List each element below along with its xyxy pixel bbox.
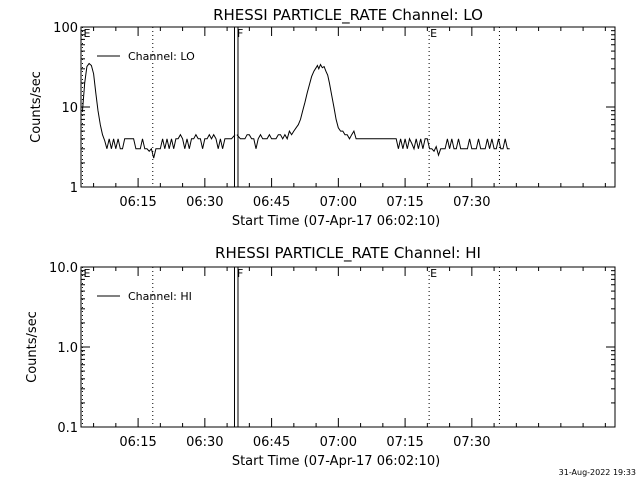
legend-label: Channel: LO [128, 50, 195, 63]
flag-label: F [237, 267, 243, 280]
chart-title: RHESSI PARTICLE_RATE Channel: HI [215, 244, 481, 263]
y-tick-label: 0.1 [57, 421, 78, 436]
flag-label: E [83, 267, 90, 280]
x-tick-label: 06:15 [119, 195, 156, 210]
x-tick-label: 06:15 [119, 435, 156, 450]
series-line [82, 62, 236, 159]
y-tick-label: 10.0 [49, 261, 78, 276]
x-tick-label: 07:00 [320, 195, 357, 210]
x-tick-label: 06:30 [186, 435, 223, 450]
x-tick-label: 06:45 [253, 195, 290, 210]
x-tick-label: 07:30 [453, 195, 490, 210]
x-tick-label: 07:30 [453, 435, 490, 450]
chart-lo-channel: RHESSI PARTICLE_RATE Channel: LO 1 10 100 06… [29, 6, 616, 229]
series-line [236, 63, 510, 157]
x-tick-label: 06:30 [186, 195, 223, 210]
y-axis-label: Counts/sec [29, 71, 44, 143]
x-tick-label: 07:00 [320, 435, 357, 450]
x-axis-label: Start Time (07-Apr-17 06:02:10) [232, 214, 440, 229]
flag-label: E [83, 27, 90, 40]
chart-title: RHESSI PARTICLE_RATE Channel: LO [213, 6, 483, 25]
chart-hi-channel: RHESSI PARTICLE_RATE Channel: HI 0.1 1.0 10… [25, 244, 616, 469]
y-tick-label: 1.0 [57, 341, 78, 356]
flag-label: F [237, 27, 243, 40]
legend-label: Channel: HI [128, 290, 192, 303]
flag-label: E [430, 27, 437, 40]
y-tick-label: 10 [61, 101, 78, 116]
flag-label: E [430, 267, 437, 280]
y-axis-label: Counts/sec [25, 311, 40, 383]
x-tick-label: 07:15 [386, 435, 423, 450]
y-tick-label: 1 [70, 181, 78, 196]
x-tick-label: 07:15 [386, 195, 423, 210]
x-tick-label: 06:45 [253, 435, 290, 450]
y-tick-label: 100 [53, 21, 78, 36]
footer-date: 31-Aug-2022 19:33 [559, 468, 636, 477]
x-axis-label: Start Time (07-Apr-17 06:02:10) [232, 454, 440, 469]
